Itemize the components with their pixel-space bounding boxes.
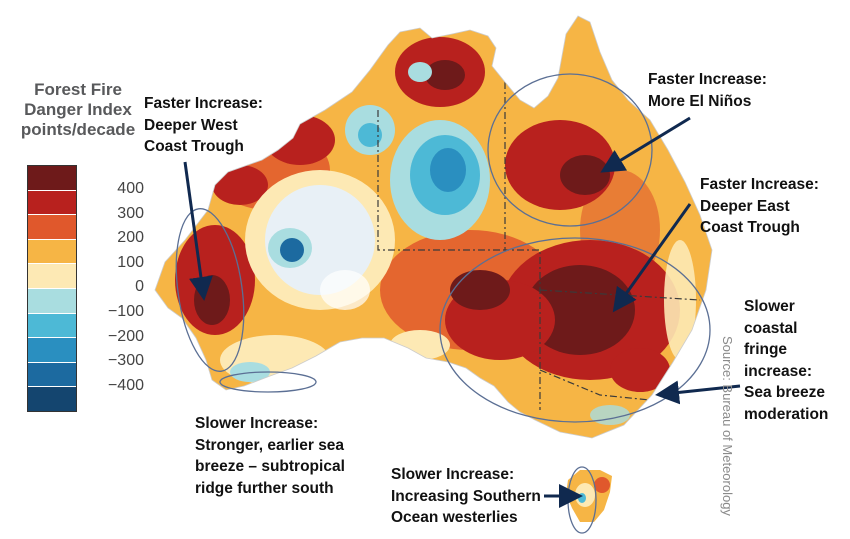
annotation-west-coast: Faster Increase: Deeper West Coast Troug…	[144, 93, 263, 158]
legend-title: Forest Fire Danger Index points/decade	[8, 80, 148, 140]
source-credit: Source: Bureau of Meteorology	[720, 336, 735, 516]
annotation-line: More El Niños	[648, 92, 752, 110]
legend-swatch	[28, 362, 76, 388]
legend-swatch	[28, 166, 76, 191]
coastal-arrow	[655, 380, 741, 405]
annotation-line: Slower Increase:	[195, 415, 319, 432]
annotation-line: ridge further south	[195, 479, 334, 497]
annotation-line: Coast Trough	[144, 138, 244, 155]
west-coast-ellipse	[175, 208, 245, 372]
mainland-outline	[154, 15, 713, 439]
el-nino-ellipse	[487, 73, 653, 227]
southwest-ellipse	[219, 371, 317, 393]
annotation-southwest: Slower Increase: Stronger, earlier sea b…	[195, 413, 345, 499]
legend-swatch	[28, 288, 76, 314]
elnino-arrow	[600, 116, 691, 173]
annotation-line: Stronger, earlier sea	[195, 436, 345, 454]
annotation-line: Deeper East	[700, 197, 790, 215]
legend-label: 400	[117, 180, 144, 197]
annotation-el-nino: Faster Increase: More El Niños	[648, 69, 767, 112]
legend-label: 200	[117, 229, 144, 247]
annotation-line: Faster Increase:	[144, 95, 263, 112]
annotation-east-coast: Faster Increase: Deeper East Coast Troug…	[700, 174, 819, 239]
legend-label: −400	[107, 376, 144, 394]
legend-swatch	[28, 338, 76, 363]
annotation-line: Faster Increase:	[648, 71, 767, 88]
annotation-tasmania: Slower Increase: Increasing Southern Oce…	[391, 464, 541, 529]
legend-title-line-2: Danger Index	[24, 100, 132, 119]
legend-label: 100	[117, 253, 144, 271]
east-coast-ellipse	[439, 237, 711, 423]
legend-title-line-1: Forest Fire	[34, 80, 122, 99]
annotation-line: Deeper West	[144, 116, 238, 134]
legend-swatch	[28, 264, 76, 289]
annotation-coastal-fringe: Slower coastal fringe increase: Sea bree…	[744, 296, 828, 425]
east-arrow	[612, 203, 692, 313]
annotation-line: breeze – subtropical	[195, 458, 345, 475]
legend-title-line-3: points/decade	[20, 120, 136, 139]
annotation-line: Ocean westerlies	[391, 509, 518, 526]
legend-color-bar	[27, 165, 77, 412]
legend-swatch	[28, 387, 76, 411]
annotation-line: increase:	[744, 362, 813, 380]
west-arrow	[183, 161, 213, 301]
annotation-line: Increasing Southern	[391, 487, 541, 505]
annotation-line: Slower	[744, 298, 795, 315]
legend-label: 0	[135, 278, 144, 296]
legend-label: −100	[107, 303, 144, 320]
annotation-line: fringe	[744, 341, 788, 358]
annotation-line: Faster Increase:	[700, 176, 819, 193]
legend-label: −200	[107, 327, 144, 345]
annotation-line: Sea breeze	[744, 384, 825, 401]
legend-swatch	[28, 239, 76, 265]
legend-swatch	[28, 313, 76, 339]
legend-swatch	[28, 215, 76, 240]
annotation-line: Slower Increase:	[391, 466, 515, 483]
annotation-line: Coast Trough	[700, 219, 800, 236]
mainland	[155, 16, 712, 438]
annotation-line: moderation	[744, 405, 829, 423]
legend-label: −300	[107, 352, 144, 370]
legend-swatch	[28, 190, 76, 216]
annotation-line: coastal	[744, 319, 798, 337]
legend-label: 300	[117, 204, 144, 222]
